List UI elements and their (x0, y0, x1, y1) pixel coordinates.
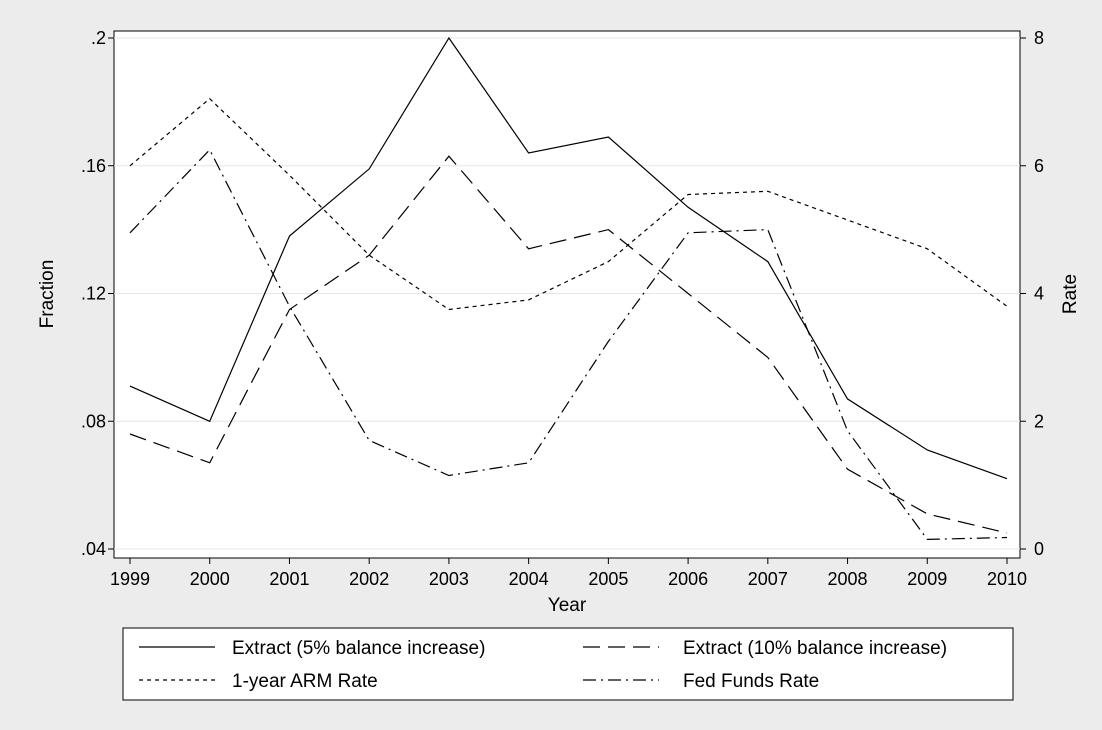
y-axis-left-title: Fraction (37, 260, 58, 329)
series-line (129, 148, 1008, 541)
axes: .04 .08 .12 .16 .2 0 2 4 6 8 1999 2000 2001 2002 2003 2… (81, 28, 1044, 589)
plot-area (113, 30, 1021, 559)
y-left-tick-label: .16 (81, 156, 106, 176)
legend-box (122, 627, 1014, 701)
x-tick-label: 2002 (349, 569, 389, 589)
x-tick-label: 2010 (987, 569, 1027, 589)
y-left-tick-label: .12 (81, 284, 106, 304)
x-tick-label: 2003 (429, 569, 469, 589)
y-right-tick-label: 0 (1034, 539, 1044, 559)
y-right-tick-label: 6 (1034, 156, 1044, 176)
x-tick-label: 2009 (907, 569, 947, 589)
series-lines (129, 36, 1008, 541)
x-tick-label: 1999 (110, 569, 150, 589)
x-tick-label: 2004 (509, 569, 549, 589)
x-tick-label: 2007 (748, 569, 788, 589)
y-right-tick-label: 8 (1034, 28, 1044, 48)
x-tick-label: 2000 (190, 569, 230, 589)
y-right-tick-label: 4 (1034, 284, 1044, 304)
series-line (129, 36, 1008, 480)
legend-label: Extract (5% balance increase) (232, 638, 485, 659)
legend-label: Extract (10% balance increase) (683, 638, 947, 659)
legend-label: Fed Funds Rate (683, 671, 819, 692)
y-left-tick-label: .08 (81, 411, 106, 431)
x-tick-label: 2006 (668, 569, 708, 589)
series-line (129, 155, 1008, 534)
y-left-tick-label: .04 (81, 539, 106, 559)
y-left-tick-label: .2 (91, 28, 106, 48)
legend-items: Extract (5% balance increase) Extract (10… (139, 638, 947, 692)
x-tick-label: 2008 (828, 569, 868, 589)
x-axis-title: Year (548, 595, 587, 616)
x-tick-label: 2001 (269, 569, 309, 589)
y-right-tick-label: 2 (1034, 411, 1044, 431)
legend-label: 1-year ARM Rate (232, 671, 378, 692)
x-tick-label: 2005 (588, 569, 628, 589)
series-line (129, 97, 1008, 311)
y-axis-right-title: Rate (1060, 274, 1081, 314)
legend: Extract (5% balance increase) Extract (10… (122, 627, 1014, 701)
